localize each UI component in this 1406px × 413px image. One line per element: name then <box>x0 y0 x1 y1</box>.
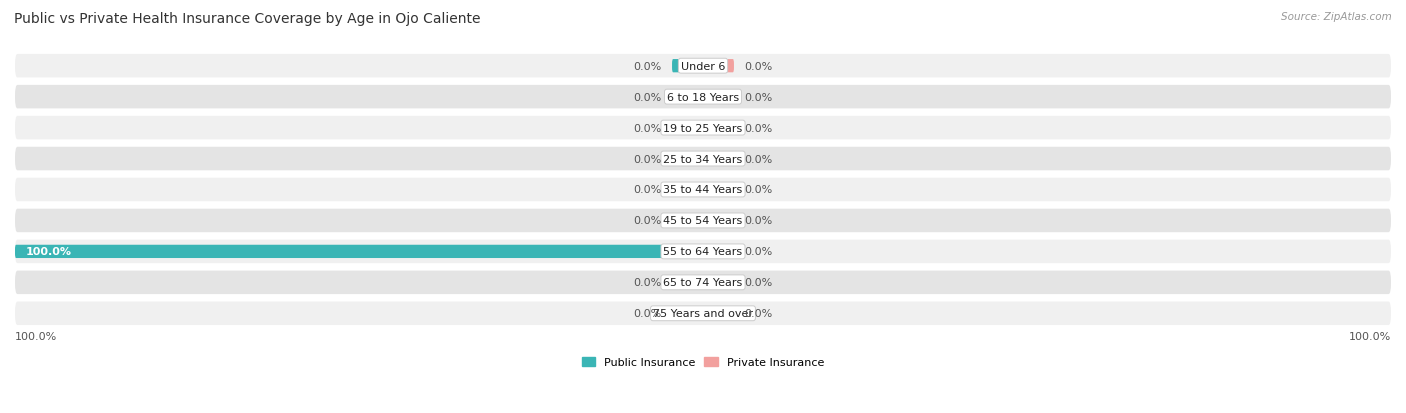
FancyBboxPatch shape <box>703 307 734 320</box>
FancyBboxPatch shape <box>15 209 1391 233</box>
Text: 19 to 25 Years: 19 to 25 Years <box>664 123 742 133</box>
FancyBboxPatch shape <box>15 85 1391 109</box>
FancyBboxPatch shape <box>672 214 703 228</box>
Text: 100.0%: 100.0% <box>15 331 58 342</box>
FancyBboxPatch shape <box>703 152 734 166</box>
Text: 0.0%: 0.0% <box>744 247 772 257</box>
Text: 0.0%: 0.0% <box>744 123 772 133</box>
Text: 35 to 44 Years: 35 to 44 Years <box>664 185 742 195</box>
Text: 75 Years and over: 75 Years and over <box>652 309 754 318</box>
FancyBboxPatch shape <box>15 147 1391 171</box>
Text: 0.0%: 0.0% <box>744 278 772 287</box>
FancyBboxPatch shape <box>672 307 703 320</box>
FancyBboxPatch shape <box>703 245 734 259</box>
FancyBboxPatch shape <box>703 276 734 289</box>
FancyBboxPatch shape <box>15 178 1391 202</box>
Text: Public vs Private Health Insurance Coverage by Age in Ojo Caliente: Public vs Private Health Insurance Cover… <box>14 12 481 26</box>
Text: 0.0%: 0.0% <box>634 216 662 226</box>
Text: 0.0%: 0.0% <box>634 123 662 133</box>
FancyBboxPatch shape <box>672 276 703 289</box>
Text: Source: ZipAtlas.com: Source: ZipAtlas.com <box>1281 12 1392 22</box>
Text: 100.0%: 100.0% <box>1348 331 1391 342</box>
FancyBboxPatch shape <box>15 302 1391 325</box>
FancyBboxPatch shape <box>703 60 734 73</box>
Text: 100.0%: 100.0% <box>25 247 72 257</box>
Text: 25 to 34 Years: 25 to 34 Years <box>664 154 742 164</box>
Legend: Public Insurance, Private Insurance: Public Insurance, Private Insurance <box>578 353 828 372</box>
FancyBboxPatch shape <box>15 55 1391 78</box>
FancyBboxPatch shape <box>703 122 734 135</box>
FancyBboxPatch shape <box>15 240 1391 263</box>
FancyBboxPatch shape <box>672 91 703 104</box>
Text: 0.0%: 0.0% <box>634 185 662 195</box>
Text: 0.0%: 0.0% <box>634 93 662 102</box>
Text: 45 to 54 Years: 45 to 54 Years <box>664 216 742 226</box>
Text: 6 to 18 Years: 6 to 18 Years <box>666 93 740 102</box>
Text: 0.0%: 0.0% <box>634 154 662 164</box>
FancyBboxPatch shape <box>672 152 703 166</box>
Text: 0.0%: 0.0% <box>744 62 772 71</box>
Text: 0.0%: 0.0% <box>634 62 662 71</box>
FancyBboxPatch shape <box>672 183 703 197</box>
FancyBboxPatch shape <box>703 91 734 104</box>
FancyBboxPatch shape <box>15 271 1391 294</box>
Text: 0.0%: 0.0% <box>634 309 662 318</box>
FancyBboxPatch shape <box>703 183 734 197</box>
Text: 0.0%: 0.0% <box>744 309 772 318</box>
Text: Under 6: Under 6 <box>681 62 725 71</box>
Text: 0.0%: 0.0% <box>744 185 772 195</box>
Text: 65 to 74 Years: 65 to 74 Years <box>664 278 742 287</box>
Text: 0.0%: 0.0% <box>744 154 772 164</box>
FancyBboxPatch shape <box>15 116 1391 140</box>
FancyBboxPatch shape <box>15 245 703 259</box>
FancyBboxPatch shape <box>672 122 703 135</box>
Text: 0.0%: 0.0% <box>744 216 772 226</box>
FancyBboxPatch shape <box>703 214 734 228</box>
Text: 55 to 64 Years: 55 to 64 Years <box>664 247 742 257</box>
Text: 0.0%: 0.0% <box>634 278 662 287</box>
FancyBboxPatch shape <box>672 60 703 73</box>
Text: 0.0%: 0.0% <box>744 93 772 102</box>
